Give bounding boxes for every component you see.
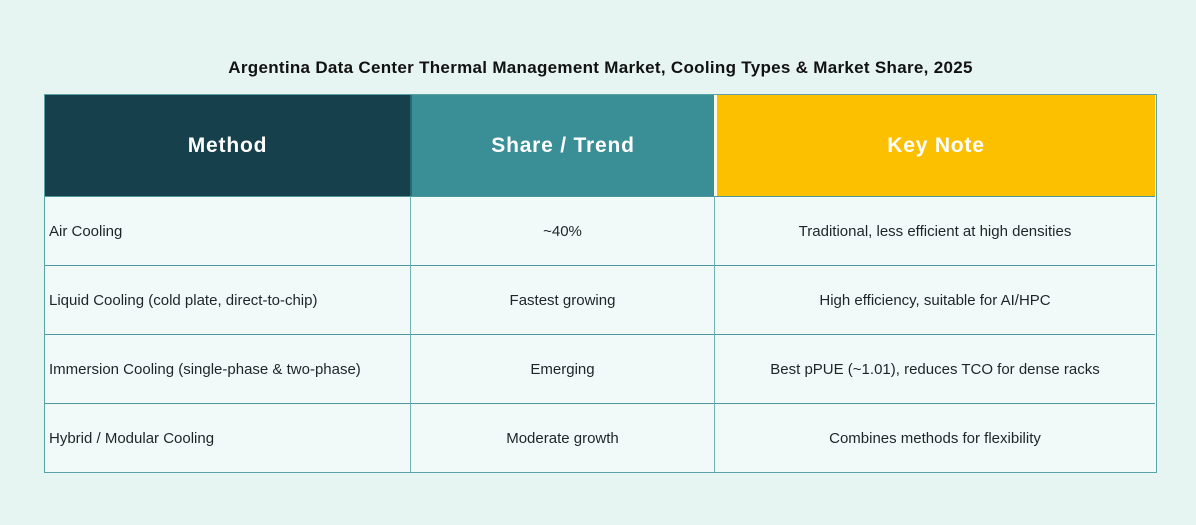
column-header-method: Method	[45, 95, 410, 196]
cell-method: Air Cooling	[45, 196, 410, 265]
cell-key-note: Traditional, less efficient at high dens…	[714, 196, 1155, 265]
cell-share-trend: Fastest growing	[410, 265, 714, 334]
table-row-liquid-cooling: Liquid Cooling (cold plate, direct-to-ch…	[45, 265, 1156, 334]
column-header-share-trend: Share / Trend	[410, 95, 714, 196]
page-title: Argentina Data Center Thermal Management…	[228, 58, 973, 77]
table-row-immersion-cooling: Immersion Cooling (single-phase & two-ph…	[45, 334, 1156, 403]
table-row-hybrid-modular-cooling: Hybrid / Modular Cooling Moderate growth…	[45, 403, 1156, 472]
table-row-air-cooling: Air Cooling ~40% Traditional, less effic…	[45, 196, 1156, 265]
cell-share-trend: Emerging	[410, 334, 714, 403]
column-header-key-note: Key Note	[714, 95, 1155, 196]
cell-key-note: Best pPUE (~1.01), reduces TCO for dense…	[714, 334, 1155, 403]
cell-method: Liquid Cooling (cold plate, direct-to-ch…	[45, 265, 410, 334]
cooling-types-table: Method Share / Trend Key Note Air Coolin…	[44, 94, 1157, 473]
cell-method: Hybrid / Modular Cooling	[45, 403, 410, 472]
cell-key-note: High efficiency, suitable for AI/HPC	[714, 265, 1155, 334]
cell-method: Immersion Cooling (single-phase & two-ph…	[45, 334, 410, 403]
cell-share-trend: ~40%	[410, 196, 714, 265]
cell-share-trend: Moderate growth	[410, 403, 714, 472]
cell-key-note: Combines methods for flexibility	[714, 403, 1155, 472]
table-header-row: Method Share / Trend Key Note	[45, 95, 1156, 196]
